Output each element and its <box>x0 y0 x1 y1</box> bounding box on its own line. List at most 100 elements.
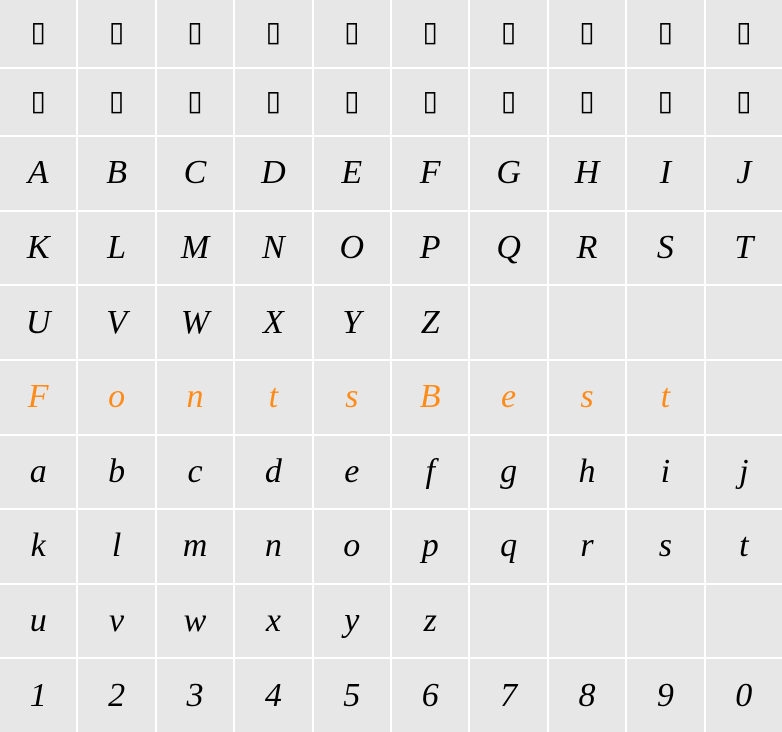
glyph-cell: P <box>392 212 468 285</box>
glyph-cell: ▯ <box>549 69 625 136</box>
glyph-cell: l <box>78 510 154 583</box>
glyph-cell: W <box>157 286 233 359</box>
glyph-cell: p <box>392 510 468 583</box>
glyph-cell: g <box>470 436 546 509</box>
glyph-cell: a <box>0 436 76 509</box>
glyph-cell: h <box>549 436 625 509</box>
glyph-cell: x <box>235 585 311 658</box>
glyph-cell: ▯ <box>157 69 233 136</box>
glyph-cell: ▯ <box>392 69 468 136</box>
glyph-cell: J <box>706 137 782 210</box>
glyph-grid: ▯▯▯▯▯▯▯▯▯▯▯▯▯▯▯▯▯▯▯▯ABCDEFGHIJKLMNOPQRST… <box>0 0 782 732</box>
glyph-cell: o <box>78 361 154 434</box>
glyph-cell: ▯ <box>157 0 233 67</box>
glyph-cell: d <box>235 436 311 509</box>
glyph-cell: z <box>392 585 468 658</box>
glyph-cell <box>549 585 625 658</box>
glyph-cell: t <box>235 361 311 434</box>
glyph-cell: ▯ <box>706 69 782 136</box>
glyph-cell: t <box>627 361 703 434</box>
glyph-cell: A <box>0 137 76 210</box>
glyph-cell: q <box>470 510 546 583</box>
glyph-cell: H <box>549 137 625 210</box>
glyph-cell: ▯ <box>0 69 76 136</box>
glyph-cell: v <box>78 585 154 658</box>
glyph-cell: s <box>314 361 390 434</box>
glyph-cell: ▯ <box>470 69 546 136</box>
glyph-cell <box>706 585 782 658</box>
glyph-cell: ▯ <box>470 0 546 67</box>
glyph-cell: ▯ <box>314 69 390 136</box>
glyph-cell <box>627 286 703 359</box>
glyph-cell: D <box>235 137 311 210</box>
glyph-cell: 5 <box>314 659 390 732</box>
glyph-cell: n <box>235 510 311 583</box>
glyph-cell: 4 <box>235 659 311 732</box>
glyph-cell: ▯ <box>314 0 390 67</box>
glyph-cell: U <box>0 286 76 359</box>
glyph-cell: V <box>78 286 154 359</box>
glyph-cell: 9 <box>627 659 703 732</box>
glyph-cell: 7 <box>470 659 546 732</box>
glyph-cell: o <box>314 510 390 583</box>
glyph-cell: s <box>549 361 625 434</box>
glyph-cell: 2 <box>78 659 154 732</box>
glyph-cell: ▯ <box>78 0 154 67</box>
glyph-cell <box>706 361 782 434</box>
glyph-cell <box>549 286 625 359</box>
glyph-cell: E <box>314 137 390 210</box>
glyph-cell: s <box>627 510 703 583</box>
glyph-cell: r <box>549 510 625 583</box>
glyph-cell: 6 <box>392 659 468 732</box>
glyph-cell: Y <box>314 286 390 359</box>
glyph-cell <box>470 585 546 658</box>
glyph-cell: ▯ <box>0 0 76 67</box>
glyph-cell: ▯ <box>78 69 154 136</box>
glyph-cell: I <box>627 137 703 210</box>
glyph-cell: 3 <box>157 659 233 732</box>
glyph-cell: 8 <box>549 659 625 732</box>
glyph-cell: R <box>549 212 625 285</box>
glyph-cell: N <box>235 212 311 285</box>
glyph-cell: ▯ <box>235 69 311 136</box>
glyph-cell: C <box>157 137 233 210</box>
glyph-cell: F <box>392 137 468 210</box>
glyph-cell: e <box>470 361 546 434</box>
glyph-cell: K <box>0 212 76 285</box>
glyph-cell: B <box>78 137 154 210</box>
glyph-cell: X <box>235 286 311 359</box>
glyph-cell: ▯ <box>392 0 468 67</box>
glyph-cell: G <box>470 137 546 210</box>
glyph-cell: M <box>157 212 233 285</box>
glyph-cell: ▯ <box>235 0 311 67</box>
glyph-cell: Z <box>392 286 468 359</box>
glyph-cell: O <box>314 212 390 285</box>
glyph-cell: n <box>157 361 233 434</box>
glyph-cell: Q <box>470 212 546 285</box>
glyph-cell <box>627 585 703 658</box>
glyph-cell: m <box>157 510 233 583</box>
glyph-cell <box>706 286 782 359</box>
glyph-cell: y <box>314 585 390 658</box>
glyph-cell: f <box>392 436 468 509</box>
glyph-cell: ▯ <box>549 0 625 67</box>
glyph-cell: b <box>78 436 154 509</box>
glyph-cell: T <box>706 212 782 285</box>
glyph-cell <box>470 286 546 359</box>
glyph-cell: B <box>392 361 468 434</box>
glyph-cell: ▯ <box>627 69 703 136</box>
glyph-cell: e <box>314 436 390 509</box>
glyph-cell: w <box>157 585 233 658</box>
glyph-cell: c <box>157 436 233 509</box>
glyph-cell: F <box>0 361 76 434</box>
glyph-cell: t <box>706 510 782 583</box>
glyph-cell: 1 <box>0 659 76 732</box>
glyph-cell: L <box>78 212 154 285</box>
glyph-cell: S <box>627 212 703 285</box>
glyph-cell: j <box>706 436 782 509</box>
glyph-cell: ▯ <box>706 0 782 67</box>
glyph-cell: i <box>627 436 703 509</box>
glyph-cell: u <box>0 585 76 658</box>
glyph-cell: k <box>0 510 76 583</box>
glyph-cell: 0 <box>706 659 782 732</box>
